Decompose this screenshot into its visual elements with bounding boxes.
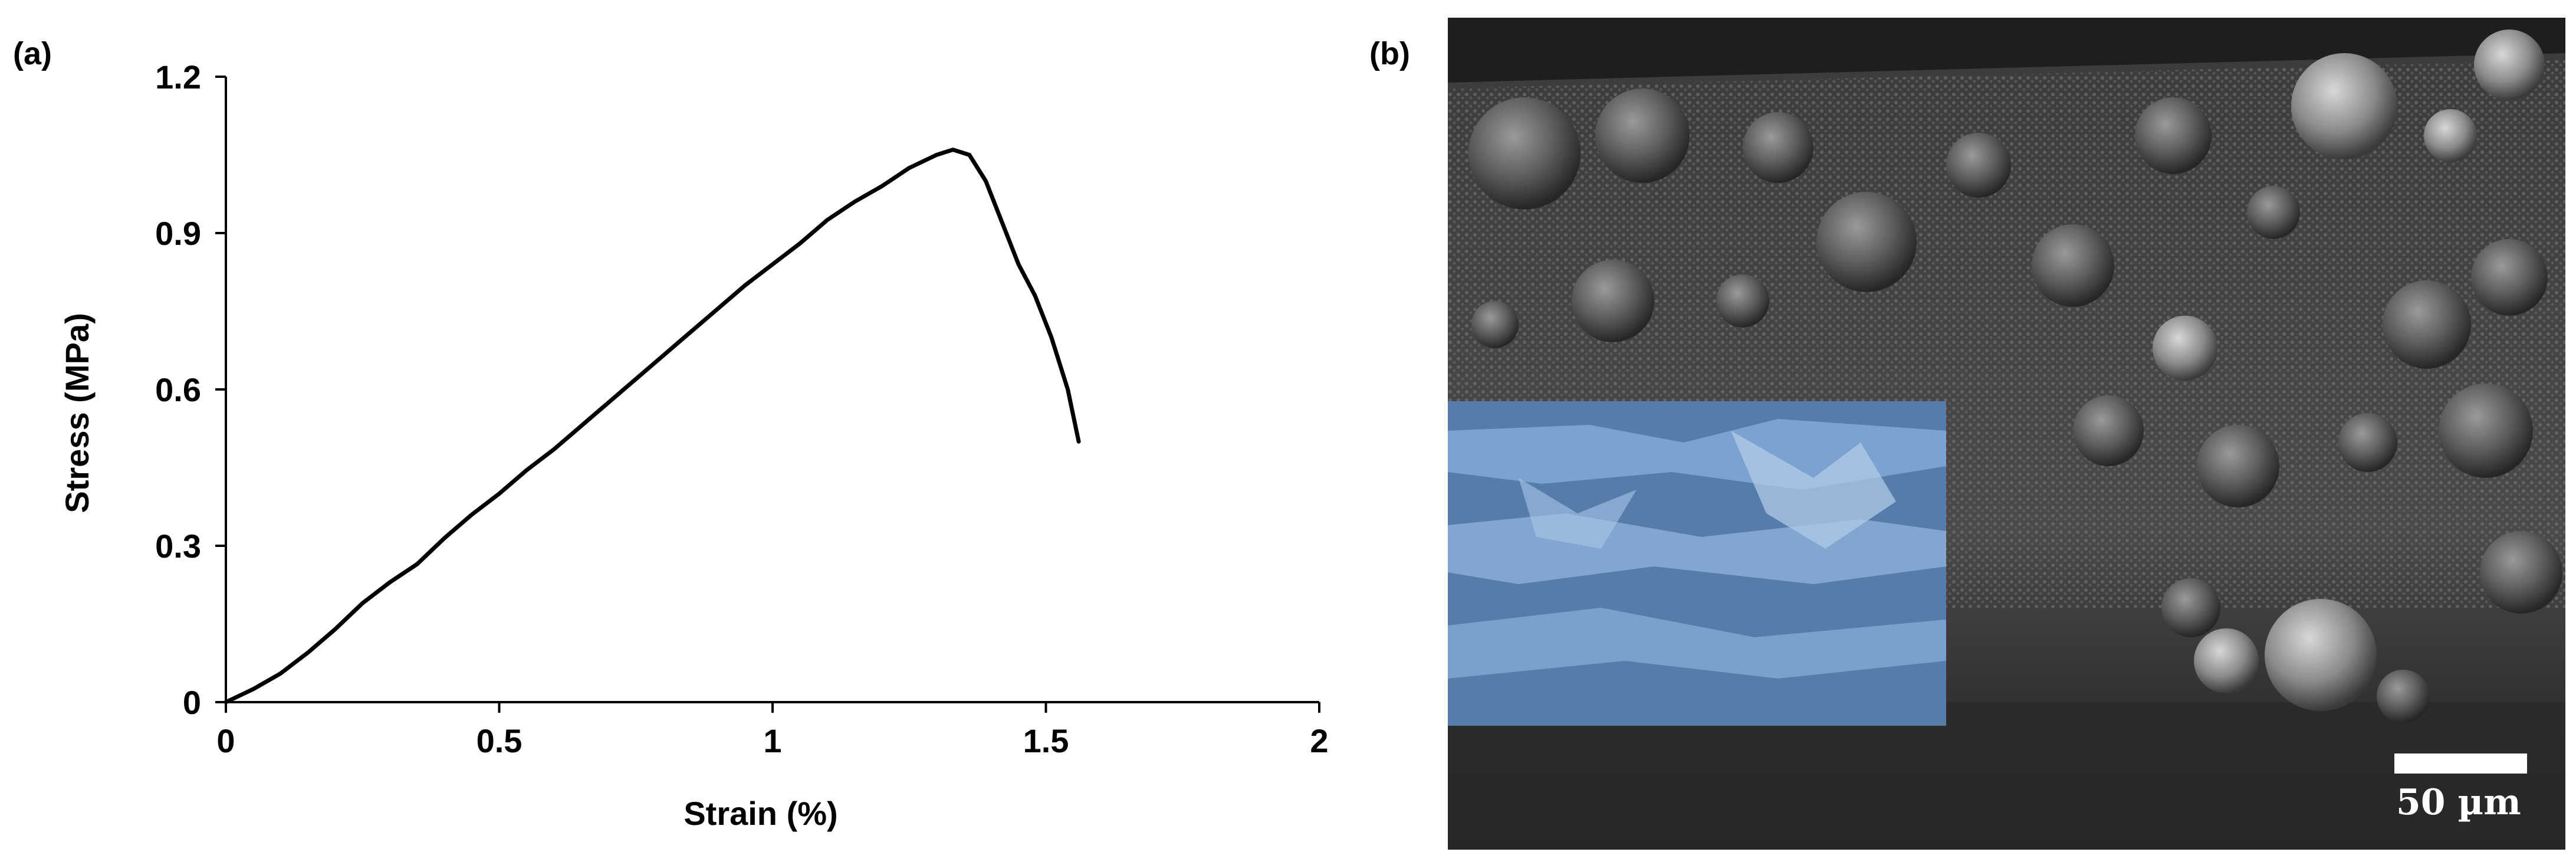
x-tick-label: 0.5 — [477, 722, 523, 759]
stress-strain-chart: 0 0.3 0.6 0.9 1.2 0 0.5 1 1.5 2 Strain (%) Stres… — [58, 58, 1329, 832]
panel-b-label: (b) — [1369, 36, 1410, 71]
scale-bar-label: 50 µm — [2396, 782, 2521, 823]
x-tick-label: 1.5 — [1023, 722, 1069, 759]
y-tick-label: 0.6 — [155, 371, 201, 408]
scale-bar — [2394, 753, 2527, 774]
y-axis-label: Stress (MPa) — [58, 313, 96, 513]
sem-micrograph: 50 µm — [1448, 18, 2565, 850]
y-tick-label: 0 — [183, 684, 201, 721]
y-ticks: 0 0.3 0.6 0.9 1.2 — [155, 58, 226, 721]
x-tick-label: 2 — [1310, 722, 1328, 759]
y-tick-label: 1.2 — [155, 58, 201, 96]
particles — [1468, 30, 2562, 723]
x-axis-label: Strain (%) — [684, 795, 837, 832]
x-tick-label: 0 — [216, 722, 235, 759]
y-tick-label: 0.9 — [155, 215, 201, 252]
panel-a-label: (a) — [13, 36, 52, 71]
stress-strain-curve — [224, 148, 1081, 705]
x-tick-label: 1 — [763, 722, 781, 759]
x-ticks: 0 0.5 1 1.5 2 — [216, 702, 1329, 759]
highlighted-region — [1448, 401, 1946, 726]
fracture-base — [1448, 702, 2565, 850]
y-tick-label: 0.3 — [155, 527, 201, 565]
chart-axes — [225, 77, 1319, 703]
